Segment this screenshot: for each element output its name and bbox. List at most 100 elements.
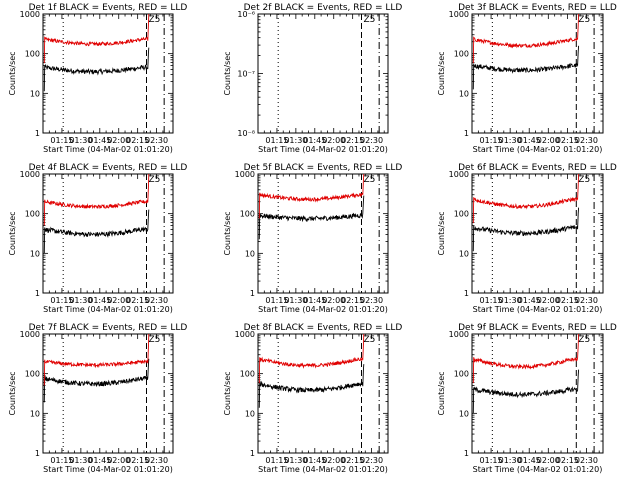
panel-det-7: Det 7f BLACK = Events, RED = LLD Counts/s… (8, 323, 187, 474)
x-tick-label: 02:15 (556, 136, 579, 145)
y-tick-label: 1000 (235, 170, 255, 179)
y-axis-label: Counts/sec (437, 211, 446, 255)
x-tick-label: 02:15 (341, 136, 364, 145)
lld-curve (472, 13, 580, 64)
y-axis-label: Counts/sec (8, 211, 17, 255)
y-tick-label: 1 (250, 289, 255, 298)
y-tick-label: 10 (245, 249, 255, 258)
plot-frame (42, 333, 174, 454)
x-tick-label: 01:30 (69, 456, 92, 465)
x-tick-label: 02:00 (537, 296, 560, 305)
events-curve (258, 195, 365, 240)
y-axis-label: Counts/sec (8, 51, 17, 95)
plot-frame (257, 333, 389, 454)
x-tick-label: 01:30 (284, 296, 307, 305)
y-tick-label: 10 (459, 409, 469, 418)
y-tick-label: 1000 (20, 330, 40, 339)
lld-curve (43, 13, 150, 64)
attenuator-annotation: Z5 (148, 335, 160, 345)
attenuator-annotation: Z5 (363, 335, 375, 345)
panel-title: Det 5f BLACK = Events, RED = LLD (244, 163, 403, 173)
y-tick-label: 1000 (449, 170, 469, 179)
x-tick-label: 02:00 (322, 296, 345, 305)
y-tick-label: 10 (30, 249, 40, 258)
y-tick-label: 10⁻⁶ (237, 10, 255, 19)
x-tick-label: 01:45 (303, 296, 326, 305)
panel-title: Det 7f BLACK = Events, RED = LLD (29, 323, 188, 333)
x-tick-label: 01:45 (518, 296, 541, 305)
attenuator-annotation: Z5 (578, 335, 590, 345)
x-tick-label: 01:30 (69, 136, 92, 145)
plot-frame (471, 333, 604, 454)
x-tick-label: 01:45 (88, 136, 111, 145)
x-axis-label: Start Time (04-Mar-02 01:01:20) (473, 305, 603, 314)
x-tick-label: 02:30 (360, 296, 383, 305)
panel-title: Det 1f BLACK = Events, RED = LLD (29, 3, 188, 13)
attenuator-annotation: Z5 (578, 175, 590, 185)
x-tick-label: 02:00 (537, 456, 560, 465)
events-curve (43, 358, 150, 403)
x-axis-label: Start Time (04-Mar-02 01:01:20) (258, 145, 388, 154)
x-tick-label: 02:30 (360, 136, 383, 145)
events-curve (43, 47, 150, 92)
events-curve (472, 45, 580, 90)
panel-title: Det 9f BLACK = Events, RED = LLD (458, 323, 617, 333)
x-axis-label: Start Time (04-Mar-02 01:01:20) (43, 465, 173, 474)
x-tick-label: 01:45 (303, 136, 326, 145)
events-curve (258, 364, 365, 408)
x-axis-label: Start Time (04-Mar-02 01:01:20) (473, 145, 603, 154)
y-axis-label: Counts/sec (223, 211, 232, 255)
x-tick-label: 01:15 (50, 296, 73, 305)
x-tick-label: 01:30 (499, 456, 522, 465)
y-tick-label: 1 (464, 289, 469, 298)
y-axis-label: Counts/sec (437, 51, 446, 95)
y-tick-label: 100 (454, 210, 469, 219)
panel-det-8: Det 8f BLACK = Events, RED = LLD Counts/s… (223, 323, 402, 474)
events-curve (472, 369, 580, 414)
x-tick-label: 02:15 (556, 456, 579, 465)
x-tick-label: 02:15 (341, 456, 364, 465)
x-tick-label: 01:45 (518, 136, 541, 145)
x-tick-label: 02:00 (537, 136, 560, 145)
lld-curve (43, 173, 150, 226)
y-tick-label: 100 (25, 50, 40, 59)
x-tick-label: 02:30 (575, 136, 598, 145)
x-tick-label: 02:00 (322, 136, 345, 145)
attenuator-annotation: Z5 (363, 15, 375, 25)
y-tick-label: 1 (35, 129, 40, 138)
y-tick-label: 10 (30, 409, 40, 418)
y-tick-label: 10⁻⁷ (237, 70, 255, 79)
y-axis-label: Counts/sec (223, 51, 232, 95)
panel-title: Det 2f BLACK = Events, RED = LLD (244, 3, 403, 13)
plot-frame (471, 13, 604, 134)
plot-frame (42, 173, 174, 294)
x-tick-label: 02:15 (556, 296, 579, 305)
x-tick-label: 01:45 (88, 296, 111, 305)
panel-det-3: Det 3f BLACK = Events, RED = LLD Counts/s… (437, 3, 617, 154)
y-tick-label: 1000 (235, 330, 255, 339)
y-tick-label: 100 (240, 210, 255, 219)
x-tick-label: 02:00 (107, 456, 130, 465)
lld-curve (258, 333, 365, 384)
y-tick-label: 1 (35, 449, 40, 458)
x-tick-label: 01:15 (265, 136, 288, 145)
panel-title: Det 4f BLACK = Events, RED = LLD (29, 163, 188, 173)
y-axis-label: Counts/sec (223, 371, 232, 415)
y-tick-label: 1 (250, 449, 255, 458)
attenuator-annotation: Z5 (578, 15, 590, 25)
y-tick-label: 1000 (20, 10, 40, 19)
x-tick-label: 02:00 (107, 136, 130, 145)
y-tick-label: 1000 (449, 10, 469, 19)
x-tick-label: 02:15 (126, 136, 149, 145)
y-tick-label: 100 (454, 370, 469, 379)
plot-frame (257, 173, 389, 294)
panel-det-2: Det 2f BLACK = Events, RED = LLD Counts/s… (223, 3, 402, 154)
x-tick-label: 02:15 (341, 296, 364, 305)
x-tick-label: 01:30 (284, 456, 307, 465)
x-tick-label: 01:30 (499, 136, 522, 145)
x-tick-label: 01:30 (284, 136, 307, 145)
y-tick-label: 100 (25, 370, 40, 379)
x-tick-label: 02:30 (575, 456, 598, 465)
x-tick-label: 02:30 (145, 296, 168, 305)
